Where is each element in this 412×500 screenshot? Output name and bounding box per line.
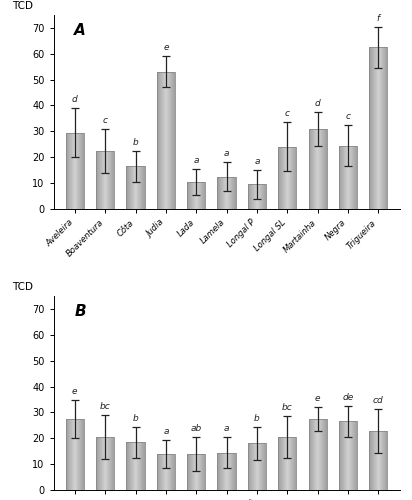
Text: cd: cd — [373, 396, 384, 404]
Text: a: a — [163, 426, 169, 436]
Text: f: f — [377, 14, 380, 23]
Text: d: d — [72, 95, 78, 104]
Text: e: e — [163, 44, 169, 52]
Text: bc: bc — [100, 402, 110, 411]
Text: c: c — [346, 112, 351, 121]
Text: c: c — [103, 116, 108, 125]
Text: b: b — [254, 414, 260, 423]
Text: a: a — [224, 424, 229, 433]
Text: a: a — [194, 156, 199, 165]
Text: a: a — [224, 150, 229, 158]
Text: de: de — [342, 393, 353, 402]
Text: d: d — [315, 99, 321, 108]
Text: a: a — [254, 157, 260, 166]
Text: TCD: TCD — [12, 282, 33, 292]
Text: TCD: TCD — [12, 1, 33, 11]
Text: e: e — [72, 386, 77, 396]
Text: B: B — [74, 304, 86, 319]
Text: b: b — [133, 414, 138, 423]
Text: b: b — [133, 138, 138, 147]
Text: c: c — [285, 110, 290, 118]
Text: e: e — [315, 394, 321, 404]
Text: A: A — [74, 23, 86, 38]
Text: ab: ab — [191, 424, 202, 433]
Text: bc: bc — [282, 404, 293, 412]
